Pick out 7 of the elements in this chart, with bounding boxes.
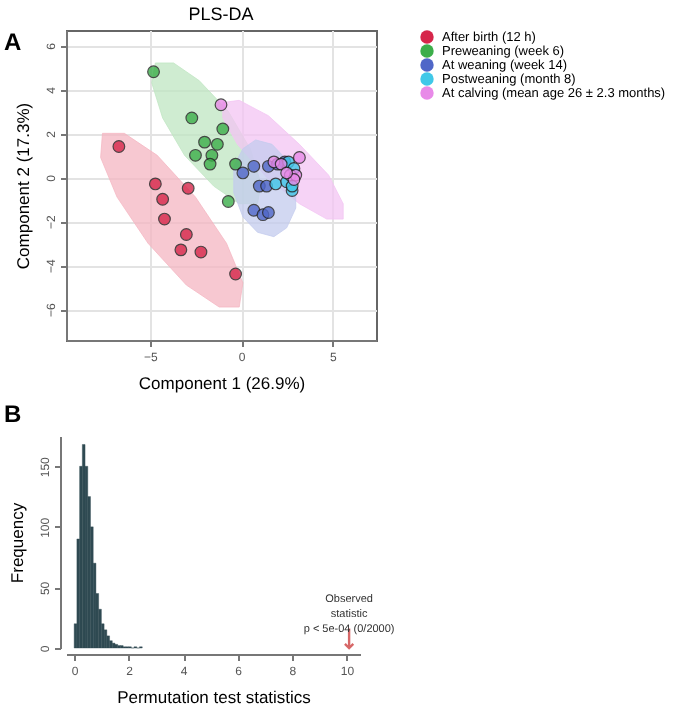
x-axis-title: Component 1 (26.9%) [138, 373, 306, 393]
y-axis-title: Frequency [7, 501, 27, 584]
chart-title: PLS-DA [188, 4, 254, 24]
text: B [4, 400, 22, 428]
x-axis-title: Permutation test statistics [117, 687, 311, 707]
text: A [4, 28, 22, 56]
y-axis-title: Component 2 (17.3%) [13, 102, 33, 270]
